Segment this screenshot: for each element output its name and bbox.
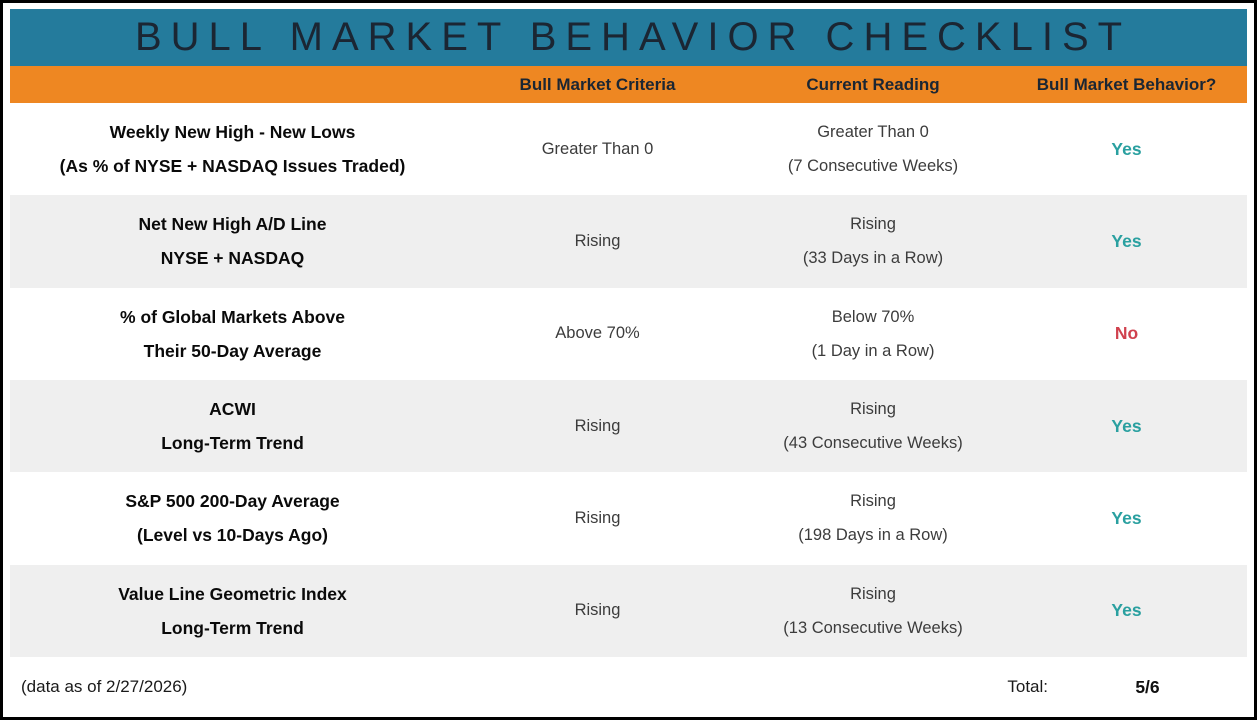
behavior-value: Yes (1111, 600, 1142, 621)
indicator-line1: % of Global Markets Above (120, 306, 345, 327)
reading-cell: Rising (43 Consecutive Weeks) (740, 392, 1006, 460)
indicator-line1: S&P 500 200-Day Average (125, 491, 340, 512)
data-as-of-note: (data as of 2/27/2026) (21, 677, 188, 696)
reading-detail: (1 Day in a Row) (811, 341, 935, 360)
table-body: Weekly New High - New Lows (As % of NYSE… (10, 103, 1247, 657)
indicator-line1: ACWI (209, 399, 256, 420)
total-value: 5/6 (1135, 676, 1160, 697)
table-row: S&P 500 200-Day Average (Level vs 10-Day… (10, 472, 1247, 564)
column-header-criteria: Bull Market Criteria (519, 74, 676, 94)
table-row: Weekly New High - New Lows (As % of NYSE… (10, 103, 1247, 195)
reading-detail: (43 Consecutive Weeks) (783, 434, 963, 453)
footer-row: (data as of 2/27/2026) Total: 5/6 (10, 657, 1247, 717)
column-header-row: Bull Market Criteria Current Reading Bul… (10, 66, 1247, 103)
reading-cell: Greater Than 0 (7 Consecutive Weeks) (740, 115, 1006, 183)
indicator-line2: Long-Term Trend (161, 617, 304, 638)
total-label: Total: (1007, 677, 1048, 696)
reading-value: Rising (850, 400, 896, 419)
criteria-value: Rising (574, 231, 621, 250)
indicator-name: ACWI Long-Term Trend (10, 392, 455, 460)
indicator-line2: Long-Term Trend (161, 433, 304, 454)
reading-value: Greater Than 0 (817, 123, 929, 142)
criteria-value: Rising (574, 508, 621, 527)
reading-detail: (7 Consecutive Weeks) (787, 157, 959, 176)
indicator-name: S&P 500 200-Day Average (Level vs 10-Day… (10, 484, 455, 552)
reading-value: Rising (850, 584, 896, 603)
behavior-value: No (1114, 323, 1139, 344)
reading-value: Rising (850, 492, 896, 511)
table-row: Value Line Geometric Index Long-Term Tre… (10, 564, 1247, 657)
indicator-line2: NYSE + NASDAQ (160, 248, 305, 269)
behavior-value: Yes (1111, 230, 1142, 251)
reading-detail: (33 Days in a Row) (802, 249, 944, 268)
indicator-line1: Weekly New High - New Lows (109, 122, 356, 143)
behavior-value: Yes (1111, 507, 1142, 528)
page-title: BULL MARKET BEHAVIOR CHECKLIST (134, 15, 1132, 59)
reading-detail: (198 Days in a Row) (798, 526, 948, 545)
indicator-name: % of Global Markets Above Their 50-Day A… (10, 300, 455, 368)
indicator-name: Net New High A/D Line NYSE + NASDAQ (10, 207, 455, 275)
title-bar: BULL MARKET BEHAVIOR CHECKLIST (10, 9, 1247, 66)
indicator-line1: Value Line Geometric Index (118, 583, 347, 604)
column-header-behavior: Bull Market Behavior? (1036, 74, 1217, 94)
indicator-line2: Their 50-Day Average (143, 340, 322, 361)
reading-cell: Below 70% (1 Day in a Row) (740, 300, 1006, 368)
criteria-value: Greater Than 0 (541, 139, 654, 158)
reading-cell: Rising (33 Days in a Row) (740, 207, 1006, 275)
criteria-value: Rising (574, 416, 621, 435)
column-header-reading: Current Reading (806, 74, 940, 94)
table-row: Net New High A/D Line NYSE + NASDAQ Risi… (10, 195, 1247, 288)
reading-value: Rising (850, 215, 896, 234)
indicator-name: Value Line Geometric Index Long-Term Tre… (10, 577, 455, 645)
indicator-name: Weekly New High - New Lows (As % of NYSE… (10, 115, 455, 183)
table-row: ACWI Long-Term Trend Rising Rising (43 C… (10, 379, 1247, 473)
criteria-value: Rising (574, 601, 621, 620)
criteria-value: Above 70% (555, 324, 640, 343)
reading-value: Below 70% (831, 307, 915, 326)
indicator-line2: (Level vs 10-Days Ago) (137, 525, 328, 546)
indicator-line2: (As % of NYSE + NASDAQ Issues Traded) (59, 156, 406, 177)
reading-detail: (13 Consecutive Weeks) (783, 618, 963, 637)
behavior-value: Yes (1111, 415, 1142, 436)
reading-cell: Rising (13 Consecutive Weeks) (740, 577, 1006, 645)
reading-cell: Rising (198 Days in a Row) (740, 484, 1006, 552)
indicator-line1: Net New High A/D Line (138, 214, 327, 235)
behavior-value: Yes (1111, 138, 1142, 159)
table-row: % of Global Markets Above Their 50-Day A… (10, 288, 1247, 380)
